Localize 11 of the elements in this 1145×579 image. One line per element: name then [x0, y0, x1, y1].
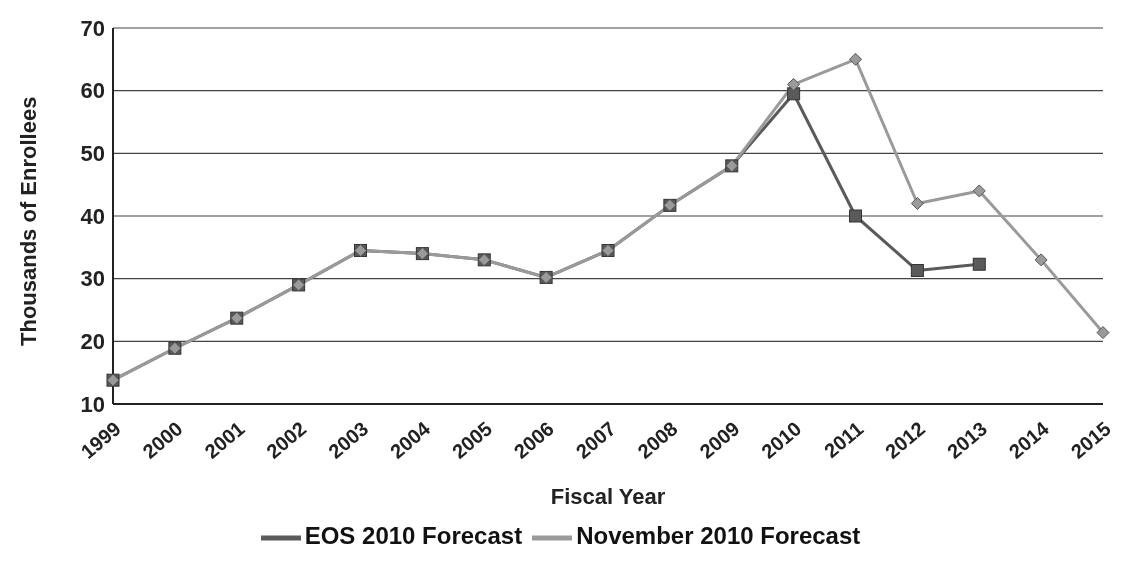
y-tick-label: 30 — [80, 266, 105, 292]
y-tick-label: 10 — [80, 391, 105, 417]
x-axis-title: Fiscal Year — [550, 484, 666, 509]
legend-label: November 2010 Forecast — [576, 522, 861, 550]
y-tick-label: 60 — [80, 78, 105, 104]
y-axis-title: Thousands of Enrollees — [15, 96, 41, 346]
y-tick-label: 70 — [80, 15, 105, 41]
y-tick-label: 40 — [80, 203, 105, 229]
y-tick-label: 20 — [80, 329, 105, 355]
legend-label: EOS 2010 Forecast — [304, 522, 523, 550]
y-tick-label: 50 — [80, 141, 105, 167]
